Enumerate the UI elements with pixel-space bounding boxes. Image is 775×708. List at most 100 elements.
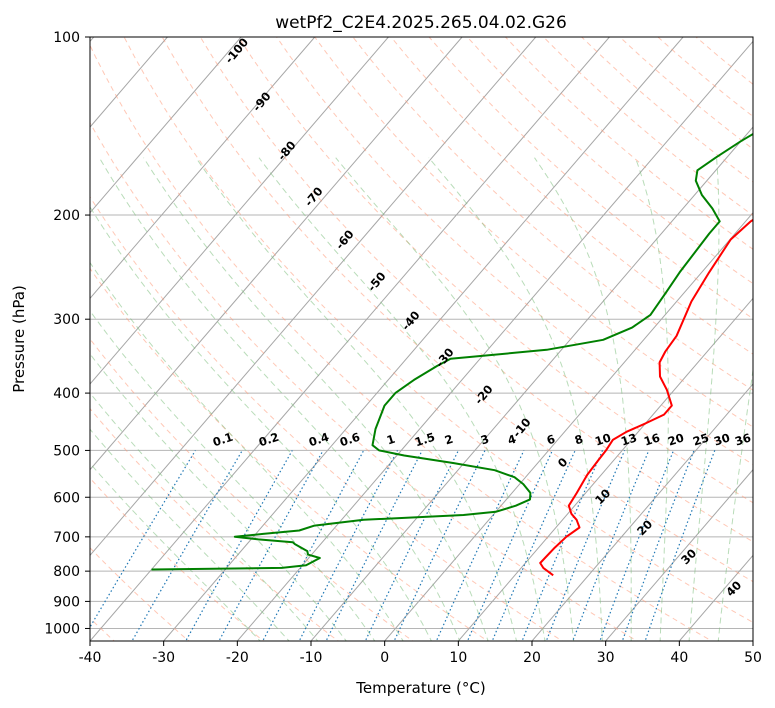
- y-tick-label: 400: [53, 386, 80, 402]
- mixing-ratio-label: 20: [666, 430, 686, 448]
- dry-adiabat-line: [199, 37, 753, 543]
- mixing-ratio-label: 16: [642, 430, 662, 448]
- dry-adiabat-line: [90, 477, 265, 641]
- moist-adiabat-line: [195, 157, 518, 641]
- x-tick-label: -30: [152, 650, 175, 666]
- isotherm-line: [90, 37, 537, 557]
- moist-adiabat-line: [143, 157, 489, 641]
- dry-adiabat-line: [90, 121, 639, 641]
- isotherm-line: [90, 37, 242, 214]
- mixing-ratio-label: 2: [443, 432, 455, 448]
- moist-adiabat-line: [634, 157, 669, 641]
- y-tick-label: 300: [53, 312, 80, 328]
- moist-adiabat-line: [534, 157, 632, 641]
- reference-lines: [90, 37, 753, 641]
- y-tick-label: 500: [53, 443, 80, 459]
- x-axis-label: Temperature (°C): [355, 679, 485, 697]
- y-tick-label: 700: [53, 530, 80, 546]
- mixing-ratio-label: 0.1: [211, 430, 235, 450]
- y-axis-label: Pressure (hPa): [10, 285, 28, 393]
- isotherm-line: [90, 37, 610, 641]
- mixing-ratio-label: 36: [733, 430, 753, 448]
- mixing-ratio-label: 3: [479, 432, 491, 448]
- mixing-ratio-line: [298, 450, 399, 641]
- mixing-ratio-label: 0.2: [257, 430, 281, 450]
- isotherm-line: [457, 297, 753, 641]
- isotherm-line: [236, 40, 753, 641]
- mixing-ratio-label: 13: [619, 430, 639, 448]
- x-tick-label: -40: [79, 650, 102, 666]
- mixing-ratio-line: [599, 450, 675, 641]
- mixing-ratio-label: 10: [593, 430, 613, 448]
- sounding-profiles: [151, 132, 753, 577]
- dry-adiabat-line: [466, 37, 753, 285]
- dry-adiabat-line: [390, 37, 753, 355]
- dry-adiabat-line: [90, 44, 713, 641]
- mixing-ratio-line: [521, 450, 604, 641]
- mixing-ratio-line: [572, 450, 650, 641]
- mixing-ratio-line: [393, 450, 486, 641]
- isotherm-line: [384, 211, 753, 641]
- moist-adiabat-line: [688, 157, 720, 641]
- chart-title: wetPf2_C2E4.2025.265.04.02.G26: [275, 13, 567, 33]
- moist-adiabat-line: [258, 157, 546, 641]
- x-tick-label: 30: [597, 650, 615, 666]
- mixing-ratio-label: 4: [506, 432, 518, 448]
- mixing-ratio-line: [218, 450, 324, 641]
- moist-adiabat-line: [90, 353, 347, 641]
- mixing-ratio-label: 30: [712, 430, 732, 448]
- isotherm-line: [163, 37, 684, 641]
- x-axis: -40 -30 -20 -10 0 10 20 30 40 50: [79, 641, 762, 666]
- dry-adiabat-line: [314, 37, 753, 428]
- mixing-ratio-line: [644, 450, 716, 641]
- mixing-ratio-label: 0.4: [307, 430, 331, 450]
- moist-adiabat-line: [335, 157, 575, 641]
- y-tick-label: 800: [53, 564, 80, 580]
- moist-adiabat-line: [717, 366, 753, 641]
- y-tick-label: 600: [53, 490, 80, 506]
- mixing-ratio-label: 6: [545, 432, 557, 448]
- mixing-ratio-label: 1: [385, 432, 397, 448]
- temperature-line: [539, 218, 753, 577]
- mixing-ratio-label: 8: [573, 432, 585, 448]
- x-tick-label: 10: [449, 650, 467, 666]
- mixing-ratio-line: [90, 450, 196, 629]
- moist-adiabat-line: [90, 428, 290, 641]
- dry-adiabat-line: [276, 37, 753, 466]
- y-axis: 100 200 300 400 500 600 700 800 900 1000: [44, 30, 90, 637]
- isotherm-line: [90, 37, 463, 471]
- dry-adiabat-line: [90, 547, 190, 641]
- mixing-ratio-label: 25: [691, 430, 711, 448]
- mixing-ratio-line: [621, 450, 695, 641]
- dewpoint-line: [151, 132, 753, 571]
- plot-frame: [89, 36, 754, 642]
- x-tick-label: 50: [744, 650, 762, 666]
- x-tick-label: -20: [226, 650, 249, 666]
- x-tick-label: 20: [523, 650, 541, 666]
- y-tick-label: 1000: [44, 621, 80, 637]
- mixing-ratio-line: [545, 450, 626, 641]
- y-tick-label: 900: [53, 594, 80, 610]
- x-tick-label: 40: [670, 650, 688, 666]
- dry-adiabat-line: [90, 195, 564, 641]
- moist-adiabat-line: [90, 462, 261, 641]
- y-tick-label: 200: [53, 208, 80, 224]
- mixing-ratio-label: 0.6: [338, 430, 362, 450]
- mixing-ratio-label: 1.5: [413, 430, 437, 450]
- moist-adiabat-line: [428, 157, 603, 641]
- dry-adiabat-line: [238, 37, 753, 504]
- moist-adiabat-line: [98, 157, 461, 641]
- dry-adiabat-line: [90, 267, 489, 641]
- isotherm-line: [531, 383, 753, 641]
- dry-adiabat-line: [90, 338, 414, 641]
- moist-adiabat-line: [90, 392, 319, 641]
- dry-adiabat-line: [90, 407, 340, 641]
- isotherm-line: [90, 37, 389, 385]
- x-tick-label: -10: [300, 650, 323, 666]
- x-tick-label: 0: [380, 650, 389, 666]
- moist-adiabat-line: [90, 206, 432, 641]
- dry-adiabat-line: [161, 37, 753, 583]
- dry-adiabat-line: [123, 37, 753, 624]
- isotherm-line: [90, 37, 316, 300]
